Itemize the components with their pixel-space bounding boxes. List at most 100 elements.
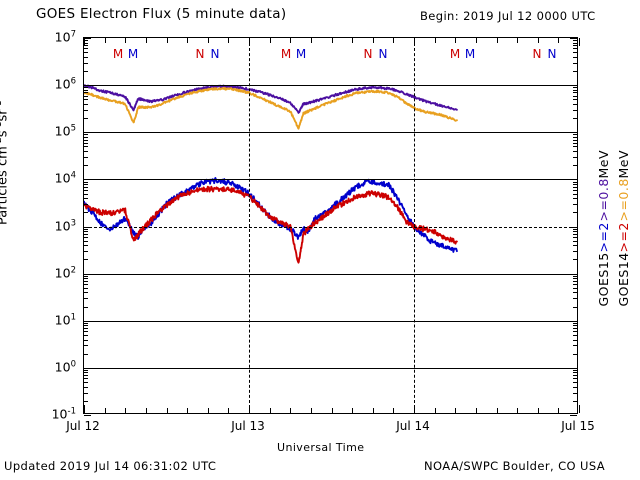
y-tick-minor <box>84 287 88 289</box>
y-tick-minor <box>84 240 88 242</box>
y-tick-minor <box>573 56 577 58</box>
y-tick-label: 100 <box>54 359 76 375</box>
x-tick-minor <box>455 38 457 43</box>
x-tick-minor <box>331 38 333 43</box>
x-tick-minor <box>228 408 230 413</box>
x-tick-major <box>249 38 250 46</box>
y-tick-minor <box>573 245 577 247</box>
x-tick-minor <box>125 408 127 413</box>
x-tick-minor <box>269 38 271 43</box>
y-tick-minor <box>84 87 88 89</box>
event-marker-m: M <box>449 47 461 61</box>
x-tick-major <box>579 38 580 46</box>
y-tick-minor <box>84 345 88 347</box>
y-tick-minor <box>84 378 88 380</box>
y-tick-minor <box>84 386 88 388</box>
y-tick-minor <box>84 165 88 167</box>
y-axis-title: Particles cm-2s-1sr-1 <box>0 100 11 225</box>
x-tick-major <box>84 38 85 46</box>
y-tick-minor <box>573 251 577 253</box>
y-tick-minor <box>573 95 577 97</box>
y-tick-label: 103 <box>54 217 76 234</box>
y-tick-minor <box>84 259 88 261</box>
event-marker-n: N <box>378 47 388 61</box>
series-line <box>84 86 458 130</box>
y-tick-minor <box>84 292 88 294</box>
y-tick-minor <box>84 62 88 64</box>
y-tick-minor <box>573 42 577 44</box>
legend-text: >=0.8 <box>596 178 611 222</box>
y-tick-major <box>570 85 577 87</box>
series-line <box>84 185 458 264</box>
y-tick-major <box>570 320 577 322</box>
y-tick-minor <box>84 52 88 54</box>
x-tick-minor <box>187 408 189 413</box>
y-tick-minor <box>84 136 88 138</box>
y-tick-minor <box>84 280 88 282</box>
y-tick-minor <box>573 240 577 242</box>
x-tick-minor <box>537 38 539 43</box>
chart-title: GOES Electron Flux (5 minute data) <box>36 6 287 22</box>
y-tick-major <box>570 38 577 39</box>
y-tick-minor <box>84 325 88 327</box>
x-tick-minor <box>290 38 292 43</box>
y-tick-minor <box>573 89 577 91</box>
y-tick-minor <box>84 45 88 47</box>
y-tick-minor <box>573 287 577 289</box>
y-tick-minor <box>573 325 577 327</box>
y-tick-minor <box>573 400 577 402</box>
y-tick-minor <box>573 292 577 294</box>
y-tick-minor <box>84 375 88 377</box>
y-tick-label: 101 <box>54 312 76 328</box>
y-tick-minor <box>573 339 577 341</box>
y-tick-minor <box>573 142 577 144</box>
y-tick-minor <box>84 331 88 333</box>
y-tick-minor <box>573 45 577 47</box>
y-tick-minor <box>573 331 577 333</box>
y-tick-minor <box>573 228 577 230</box>
x-tick-minor <box>352 408 354 413</box>
x-tick-minor <box>228 38 230 43</box>
y-tick-minor <box>84 146 88 148</box>
x-tick-minor <box>269 408 271 413</box>
data-curves <box>84 84 458 264</box>
day-separator <box>249 38 250 413</box>
y-tick-major <box>570 273 577 275</box>
y-tick-major <box>84 179 91 181</box>
x-tick-minor <box>455 408 457 413</box>
x-tick-label: Jul 15 <box>561 419 595 433</box>
x-tick-minor <box>145 38 147 43</box>
y-tick-minor <box>573 189 577 191</box>
updated-timestamp: Updated 2019 Jul 14 06:31:02 UTC <box>4 459 217 473</box>
y-tick-minor <box>84 189 88 191</box>
x-tick-minor <box>372 38 374 43</box>
x-tick-minor <box>517 408 519 413</box>
x-tick-minor <box>352 38 354 43</box>
y-tick-minor <box>573 151 577 152</box>
y-tick-minor <box>573 40 577 42</box>
y-tick-minor <box>84 109 88 111</box>
y-tick-minor <box>84 334 88 336</box>
y-tick-minor <box>573 92 577 94</box>
y-tick-minor <box>573 198 577 200</box>
day-separator <box>414 38 415 413</box>
x-tick-minor <box>166 408 168 413</box>
y-tick-minor <box>84 353 88 355</box>
y-tick-minor <box>84 236 88 238</box>
y-tick-minor <box>573 334 577 336</box>
y-tick-minor <box>84 42 88 44</box>
alert-threshold-line <box>84 226 577 228</box>
y-tick-minor <box>573 345 577 347</box>
y-tick-minor <box>573 322 577 324</box>
event-marker-n: N <box>363 47 373 61</box>
y-tick-label: 104 <box>54 170 76 186</box>
y-tick-minor <box>84 298 88 300</box>
y-tick-minor <box>84 228 88 230</box>
x-tick-minor <box>187 38 189 43</box>
y-tick-major <box>570 226 577 228</box>
y-tick-minor <box>84 275 88 277</box>
y-tick-minor <box>84 48 88 50</box>
x-tick-minor <box>104 408 106 413</box>
y-tick-minor <box>84 193 88 195</box>
